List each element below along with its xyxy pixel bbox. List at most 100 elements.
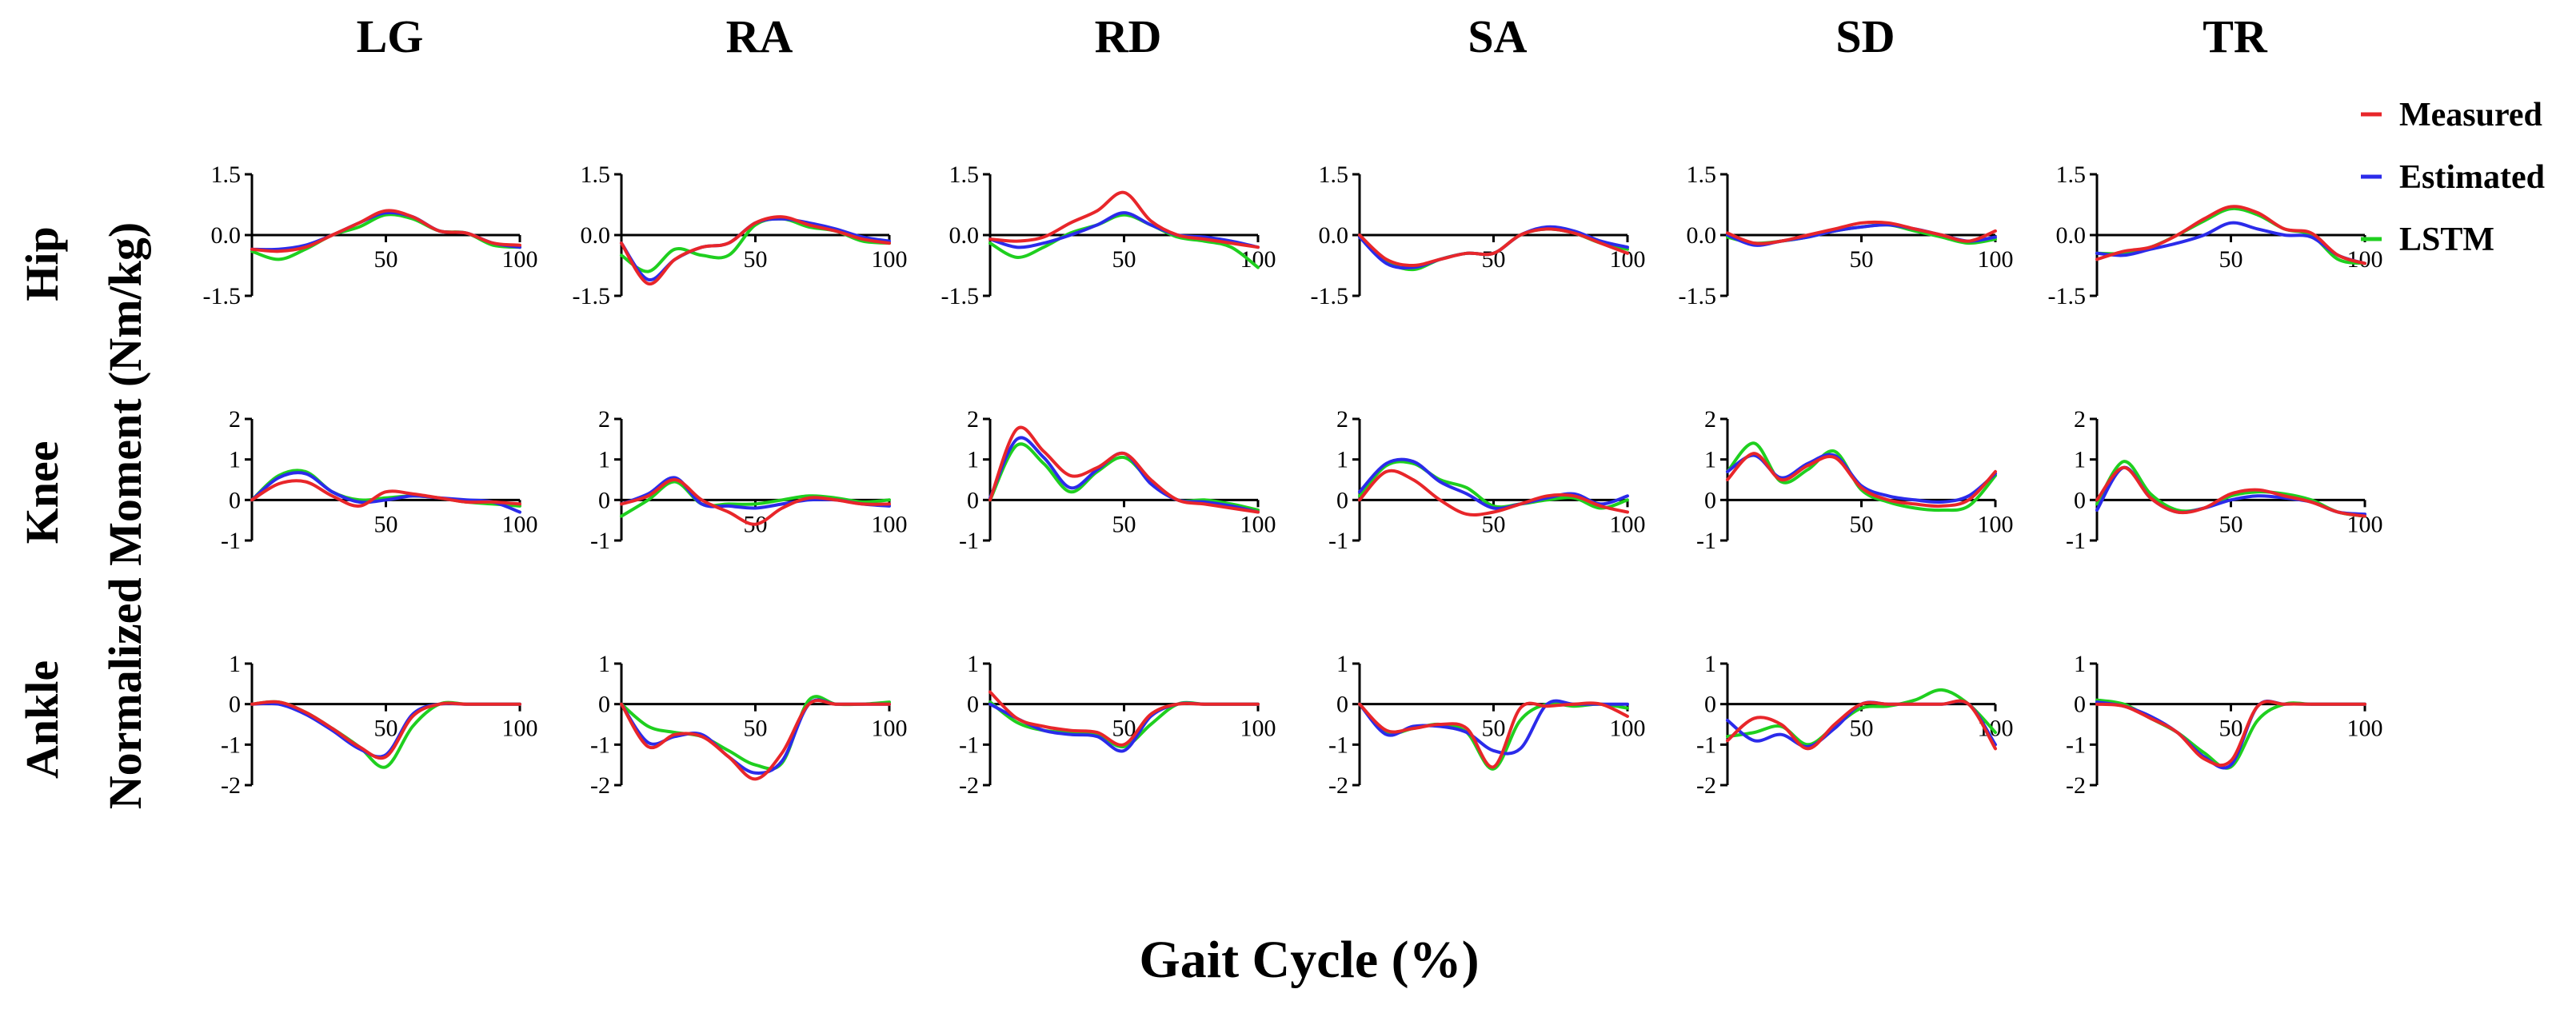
y-tick-label: 1 — [598, 447, 610, 473]
y-tick-label: 0.0 — [1687, 222, 1717, 249]
series-line-lstm — [988, 442, 1260, 512]
panel-knee-lg: 2 1 0 -1 50 100 — [221, 406, 538, 554]
y-tick-label: -1 — [221, 528, 241, 554]
y-tick-label: 1 — [1336, 651, 1348, 677]
row-label-ankle: Ankle — [16, 660, 68, 779]
y-tick-label: 1 — [967, 651, 979, 677]
y-tick-label: 1.5 — [1319, 162, 1349, 188]
panel-ankle-tr: 1 0 -1 -2 50 100 — [2066, 651, 2383, 799]
panel-hip-sd: 1.5 0.0 -1.5 50 100 — [1679, 162, 2014, 309]
series-line-measured — [620, 215, 891, 285]
y-tick-label: 0.0 — [1319, 222, 1349, 249]
y-tick-label: 0 — [1336, 692, 1348, 718]
y-tick-label: -1 — [2066, 528, 2086, 554]
x-tick-label: 50 — [744, 246, 768, 273]
y-axis-title: Normalized Moment (Nm/kg) — [99, 222, 151, 810]
x-tick-label: 50 — [2219, 716, 2243, 742]
x-tick-label: 100 — [502, 246, 538, 273]
y-tick-label: -1.5 — [1311, 283, 1349, 309]
panel-ankle-sa: 1 0 -1 -2 50 100 — [1328, 651, 1646, 799]
series-line-measured — [1726, 452, 1997, 508]
y-tick-label: -1 — [221, 732, 241, 758]
y-tick-label: 0.0 — [581, 222, 611, 249]
y-tick-label: -1 — [959, 528, 979, 554]
x-tick-label: 100 — [2347, 716, 2383, 742]
series-line-measured — [1358, 227, 1629, 267]
panel-hip-ra: 1.5 0.0 -1.5 50 100 — [573, 162, 908, 309]
y-tick-label: 1 — [598, 651, 610, 677]
series-line-estimated — [250, 210, 521, 252]
column-headers: LG RA RD SA SD TR — [357, 10, 2268, 62]
series-line-lstm — [1358, 460, 1629, 510]
y-tick-label: 0 — [967, 692, 979, 718]
x-tick-label: 50 — [1850, 246, 1874, 273]
panel-hip-tr: 1.50.0-1.550 100 — [2048, 162, 2383, 309]
column-header-tr: TR — [2203, 10, 2268, 62]
y-tick-label: -1 — [1696, 732, 1716, 758]
y-tick-label: 1.5 — [581, 162, 611, 188]
y-tick-label: 1 — [967, 447, 979, 473]
series-line-measured — [1358, 701, 1629, 769]
x-tick-label: 50 — [1482, 716, 1506, 742]
y-tick-label: -2 — [590, 772, 610, 799]
y-tick-label: -2 — [221, 772, 241, 799]
y-tick-label: -1.5 — [573, 283, 611, 309]
y-tick-label: -1 — [1328, 528, 1348, 554]
x-tick-label: 100 — [1240, 511, 1276, 537]
panel-knee-tr: 210-150 100 — [2066, 406, 2383, 554]
column-header-sd: SD — [1835, 10, 1895, 62]
y-tick-label: 0 — [1704, 487, 1716, 513]
series-line-estimated — [1358, 457, 1629, 510]
x-tick-label: 100 — [502, 511, 538, 537]
y-tick-label: 0 — [967, 487, 979, 513]
y-tick-label: 1.5 — [949, 162, 980, 188]
x-tick-label: 50 — [2219, 511, 2243, 537]
y-tick-label: 0 — [1336, 487, 1348, 513]
legend-label-estimated: Estimated — [2399, 159, 2545, 196]
series-line-measured — [250, 700, 521, 760]
y-tick-label: 0 — [2074, 487, 2086, 513]
panel-knee-sd: 2 1 0 -1 50 100 — [1696, 406, 2014, 554]
y-tick-label: -1.5 — [203, 283, 242, 309]
series-line-measured — [250, 209, 521, 253]
y-tick-label: -1 — [1328, 732, 1348, 758]
y-tick-label: -1 — [2066, 732, 2086, 758]
y-tick-label: -1 — [1696, 528, 1716, 554]
series-line-measured — [1726, 220, 1997, 245]
y-tick-label: 1 — [229, 651, 241, 677]
x-tick-label: 50 — [744, 716, 768, 742]
panel-knee-rd: 2 1 0 -1 50 100 — [959, 406, 1276, 554]
x-tick-label: 50 — [1112, 246, 1136, 273]
series-line-lstm — [620, 480, 891, 518]
x-tick-label: 100 — [872, 716, 908, 742]
y-tick-label: -2 — [959, 772, 979, 799]
panel-knee-ra: 210-150 100 — [590, 406, 908, 554]
panel-hip-sa: 1.50.0-1.550 100 — [1311, 162, 1646, 309]
y-tick-label: 2 — [229, 406, 241, 433]
row-label-knee: Knee — [16, 441, 68, 544]
series-line-measured — [1358, 469, 1629, 517]
y-tick-label: 0.0 — [949, 222, 980, 249]
series-line-measured — [988, 425, 1260, 514]
x-tick-label: 100 — [1240, 716, 1276, 742]
series-line-measured — [988, 190, 1260, 249]
series-line-lstm — [1726, 688, 1997, 747]
panel-ankle-sd: 10-1-250 100 — [1696, 651, 2014, 799]
x-tick-label: 100 — [1978, 511, 2014, 537]
y-tick-label: -2 — [1696, 772, 1716, 799]
x-tick-label: 50 — [1482, 511, 1506, 537]
y-tick-label: 0 — [598, 487, 610, 513]
row-label-hip: Hip — [16, 226, 68, 301]
panel-ankle-ra: 1 0 -1 -2 50 100 — [590, 651, 908, 799]
x-tick-label: 100 — [1610, 511, 1646, 537]
y-tick-label: -1.5 — [941, 283, 980, 309]
y-tick-label: -1.5 — [1679, 283, 1717, 309]
y-tick-label: 1.5 — [1687, 162, 1717, 188]
x-axis-title: Gait Cycle (%) — [1139, 931, 1479, 989]
panel-hip-lg: 1.5 0.0 -1.5 50 100 — [203, 162, 538, 309]
y-tick-label: -1 — [959, 732, 979, 758]
x-tick-label: 100 — [502, 716, 538, 742]
y-tick-label: 0 — [598, 692, 610, 718]
x-tick-label: 50 — [374, 716, 398, 742]
